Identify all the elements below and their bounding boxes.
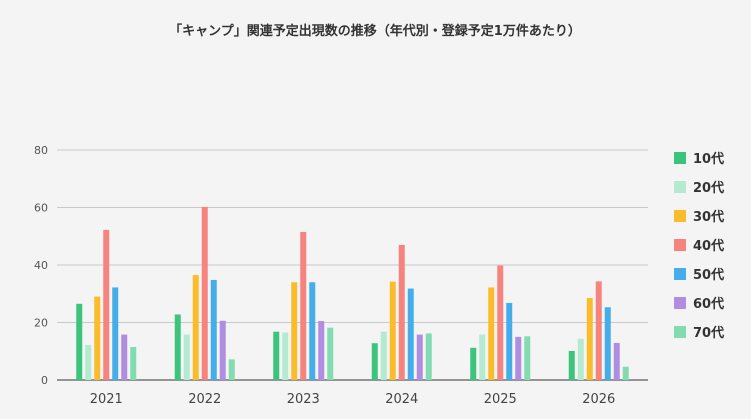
bar-2023-40代	[300, 231, 307, 380]
legend-swatch	[674, 268, 686, 280]
x-axis-ticks: 2021 2022 2023 2024 2025 2026	[90, 392, 616, 407]
x-tick-label: 2021	[90, 392, 123, 407]
legend-swatch	[674, 152, 686, 164]
legend-swatch	[674, 326, 686, 338]
bar-2026-50代	[604, 307, 611, 380]
bar-2024-70代	[425, 333, 432, 380]
legend-swatch	[674, 297, 686, 309]
bar-2025-20代	[479, 334, 486, 380]
bar-2022-50代	[210, 279, 217, 380]
x-tick-label: 2023	[287, 392, 320, 407]
y-tick-label: 40	[34, 259, 48, 272]
bar-2021-30代	[94, 296, 101, 380]
bar-2021-60代	[121, 334, 128, 380]
y-tick-label: 20	[34, 317, 48, 330]
y-tick-label: 80	[34, 144, 48, 157]
legend-swatch	[674, 210, 686, 222]
bar-2022-60代	[219, 320, 226, 380]
x-tick-label: 2025	[484, 392, 517, 407]
y-tick-label: 0	[41, 374, 48, 387]
bar-2023-10代	[273, 331, 280, 380]
bar-2023-50代	[309, 282, 316, 380]
bar-2025-10代	[470, 347, 477, 380]
bar-2023-60代	[318, 321, 325, 380]
bar-2022-10代	[174, 314, 181, 380]
bar-2022-40代	[201, 206, 208, 380]
legend-label: 10代	[693, 151, 724, 167]
bar-2024-30代	[389, 281, 396, 380]
bar-2024-20代	[380, 331, 387, 380]
bar-2022-30代	[192, 275, 199, 380]
bar-2026-70代	[622, 366, 629, 380]
legend-label: 60代	[693, 296, 724, 312]
legend-label: 20代	[693, 180, 724, 196]
bar-2022-20代	[183, 334, 190, 380]
bar-2023-70代	[327, 327, 334, 380]
y-tick-label: 60	[34, 202, 48, 215]
bar-2023-30代	[291, 282, 298, 380]
legend-label: 30代	[693, 209, 724, 225]
bar-2026-10代	[568, 350, 575, 380]
legend-label: 70代	[693, 325, 724, 341]
bar-2021-40代	[103, 229, 110, 380]
bar-2021-70代	[130, 346, 137, 380]
legend-label: 40代	[693, 238, 724, 254]
chart-title: 「キャンプ」関連予定出現数の推移（年代別・登録予定1万件あたり）	[169, 23, 581, 39]
legend-label: 50代	[693, 267, 724, 283]
legend-swatch	[674, 239, 686, 251]
bar-2024-40代	[398, 244, 405, 380]
bar-2026-30代	[586, 298, 593, 380]
legend: 10代 20代 30代 40代 50代 60代 70代	[674, 151, 724, 341]
x-tick-label: 2024	[385, 392, 418, 407]
x-tick-label: 2022	[188, 392, 221, 407]
bar-2024-10代	[371, 343, 378, 380]
bar-2025-40代	[497, 265, 504, 380]
bar-2024-60代	[416, 334, 423, 380]
bar-2023-20代	[282, 332, 289, 380]
y-axis-ticks: 0 20 40 60 80	[34, 144, 48, 387]
bar-2026-20代	[577, 338, 584, 380]
bar-2021-20代	[85, 344, 92, 380]
bars	[76, 206, 629, 380]
bar-2025-30代	[488, 287, 495, 380]
bar-2025-70代	[524, 336, 531, 380]
gridlines	[57, 149, 648, 381]
x-tick-label: 2026	[582, 392, 615, 407]
bar-2024-50代	[407, 288, 414, 380]
bar-2026-40代	[595, 281, 602, 380]
bar-2021-10代	[76, 303, 83, 380]
bar-2026-60代	[613, 342, 620, 380]
bar-2025-60代	[515, 336, 522, 380]
legend-swatch	[674, 181, 686, 193]
bar-2021-50代	[112, 287, 119, 380]
bar-2022-70代	[228, 359, 235, 380]
bar-2025-50代	[506, 302, 513, 380]
